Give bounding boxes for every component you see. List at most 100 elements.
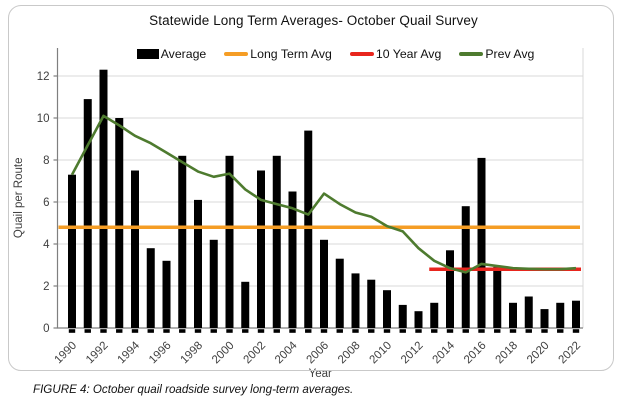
x-tick-label: 1990 — [53, 340, 80, 367]
legend-item-10-year-avg: 10 Year Avg — [349, 47, 442, 61]
bar-2019 — [524, 296, 533, 328]
prev-avg-line — [70, 114, 577, 274]
chart-title: Statewide Long Term Averages- October Qu… — [149, 13, 478, 28]
bar-2005 — [304, 130, 313, 328]
bar-1991 — [83, 99, 92, 328]
x-tick-mark — [336, 329, 343, 333]
bar-2006 — [320, 239, 328, 328]
bar-1998 — [194, 199, 202, 328]
bar-1997 — [178, 155, 187, 328]
bar-1990 — [68, 174, 76, 328]
bar-2016 — [477, 157, 486, 328]
y-tick-label: 4 — [43, 239, 50, 251]
line-swatch-icon — [459, 52, 484, 56]
x-axis-title: Year — [309, 368, 332, 380]
x-tick-mark — [84, 329, 91, 333]
x-tick-label: 1996 — [147, 340, 174, 367]
bar-1993 — [115, 118, 124, 328]
x-tick-mark — [368, 329, 375, 333]
x-tick-mark — [257, 329, 265, 333]
x-tick-mark — [210, 329, 217, 333]
x-tick-label: 2012 — [399, 340, 426, 367]
x-tick-label: 1998 — [179, 340, 206, 367]
x-tick-mark — [399, 329, 406, 333]
bar-2015 — [461, 206, 470, 328]
bar-2002 — [257, 170, 265, 328]
bar-2011 — [398, 304, 407, 328]
x-tick-label: 2014 — [431, 339, 458, 366]
x-tick-mark — [415, 329, 422, 333]
bar-2000 — [225, 155, 234, 328]
x-tick-mark — [305, 329, 312, 333]
bar-2017 — [493, 267, 502, 328]
bar-1995 — [146, 248, 155, 328]
legend-item-prev-avg: Prev Avg — [459, 47, 534, 61]
x-tick-mark — [525, 329, 532, 333]
legend-label-10-year-avg: 10 Year Avg — [375, 47, 442, 61]
bar-swatch-icon — [136, 49, 159, 59]
x-tick-label: 2008 — [336, 340, 363, 367]
x-tick-mark — [179, 329, 186, 333]
x-tick-label: 2002 — [242, 340, 269, 367]
bar-2014 — [446, 250, 454, 328]
bar-2007 — [335, 258, 344, 328]
x-tick-mark — [131, 329, 139, 333]
legend-item-average: Average — [136, 47, 207, 61]
chart-legend: Average Long Term Avg 10 Year Avg Prev A… — [0, 47, 627, 61]
x-tick-mark — [289, 329, 296, 333]
line-swatch-icon — [349, 52, 374, 56]
x-tick-mark — [541, 329, 548, 333]
line-swatch-icon — [224, 52, 249, 56]
y-tick-label: 10 — [37, 113, 50, 125]
bar-2022 — [572, 300, 580, 328]
x-tick-label: 1994 — [116, 339, 143, 366]
legend-item-long-term-avg: Long Term Avg — [224, 47, 332, 61]
x-tick-label: 2020 — [525, 340, 552, 367]
legend-label-long-term-avg: Long Term Avg — [250, 47, 332, 61]
x-tick-mark — [494, 329, 501, 333]
x-tick-label: 2016 — [462, 340, 489, 367]
bar-2008 — [351, 273, 360, 328]
bar-2020 — [540, 309, 549, 328]
x-tick-mark — [557, 329, 564, 333]
bar-2001 — [241, 281, 250, 328]
legend-label-average: Average — [160, 47, 207, 61]
y-tick-label: 2 — [43, 281, 49, 293]
x-tick-mark — [462, 329, 469, 333]
bar-2009 — [367, 279, 376, 328]
bar-2010 — [383, 290, 391, 328]
x-tick-mark — [163, 329, 170, 333]
x-tick-mark — [100, 329, 107, 333]
x-tick-mark — [273, 329, 280, 333]
x-tick-label: 1992 — [84, 340, 111, 367]
y-tick-label: 0 — [43, 323, 49, 335]
bar-2018 — [509, 302, 517, 328]
legend-label-prev-avg: Prev Avg — [485, 47, 535, 61]
x-tick-mark — [147, 329, 154, 333]
bar-2021 — [556, 302, 565, 328]
x-tick-mark — [383, 329, 391, 333]
x-tick-label: 2000 — [210, 340, 237, 367]
bar-2004 — [288, 191, 297, 328]
x-tick-mark — [431, 329, 438, 333]
x-tick-mark — [509, 329, 517, 333]
bar-1996 — [162, 260, 171, 328]
x-tick-mark — [226, 329, 233, 333]
figure-caption: FIGURE 4: October quail roadside survey … — [33, 383, 354, 396]
x-tick-mark — [572, 329, 580, 333]
x-tick-label: 2018 — [494, 340, 521, 367]
bar-2013 — [430, 302, 439, 328]
y-tick-label: 12 — [37, 71, 50, 83]
x-tick-label: 2004 — [273, 339, 300, 366]
y-axis-title: Quail per Route — [13, 158, 25, 239]
x-tick-mark — [446, 329, 454, 333]
x-tick-mark — [68, 329, 76, 333]
x-tick-mark — [194, 329, 202, 333]
bar-1992 — [99, 69, 108, 328]
x-tick-mark — [352, 329, 359, 333]
bar-1994 — [131, 170, 139, 328]
bar-2012 — [414, 311, 423, 328]
x-tick-label: 2010 — [368, 340, 395, 367]
